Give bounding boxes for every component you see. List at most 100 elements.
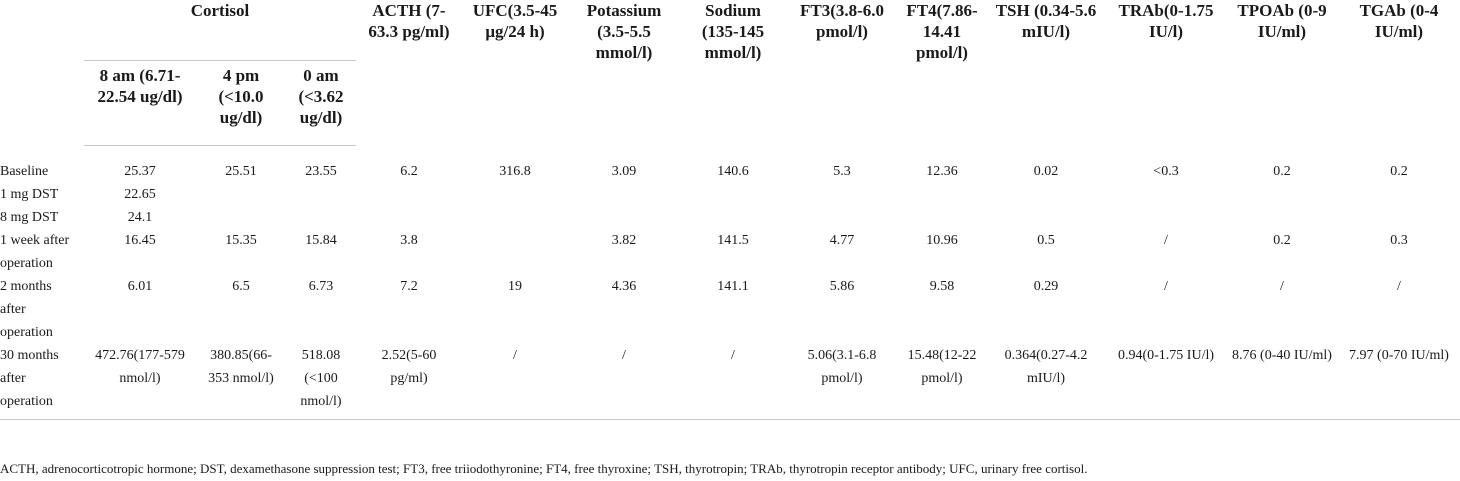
row-label: 1 mg DST: [0, 187, 59, 202]
table-cell: [680, 183, 786, 206]
cortisol-4pm-header: 4 pm (<10.0 ug/dl): [196, 60, 286, 146]
table-cell: 5.3: [833, 163, 851, 179]
table-cell: 4.36: [611, 279, 637, 294]
table-cell: [356, 206, 462, 229]
table-cell: [1106, 206, 1226, 229]
table-cell: 24.1: [127, 210, 153, 225]
table-cell: <0.3: [1153, 163, 1179, 179]
table-cell: [286, 206, 356, 229]
table-cell: [1338, 183, 1460, 206]
table-cell: 3.09: [611, 163, 637, 179]
table-cell: 7.97 (0-70 IU/ml): [1338, 344, 1460, 420]
table-cell: 5.06(3.1-6.8 pmol/l): [786, 344, 898, 420]
table-row: 1 week after operation 16.45 15.35 15.84 3.8…: [0, 229, 1460, 275]
table-cell: [568, 183, 680, 206]
table-cell: 22.65: [124, 187, 156, 202]
table-cell: 3.8: [400, 233, 418, 248]
table-cell: 8.76 (0-40 IU/ml): [1226, 344, 1338, 420]
table-cell: 6.2: [400, 163, 418, 179]
table-cell: /: [1164, 233, 1168, 248]
table-cell: 0.2: [1273, 233, 1291, 248]
table-cell: [286, 183, 356, 206]
table-cell: 25.37: [124, 164, 156, 179]
table-cell: [462, 183, 568, 206]
cortisol-header: Cortisol: [84, 0, 356, 61]
table-cell: 6.73: [308, 279, 334, 294]
table-cell: [1338, 206, 1460, 229]
table-cell: [1226, 183, 1338, 206]
table-cell: 10.96: [926, 233, 958, 248]
table-cell: 0.5: [1037, 233, 1055, 248]
table-cell: 0.364(0.27-4.2 mIU/l): [986, 344, 1106, 420]
table-cell: 316.8: [499, 163, 531, 179]
table-cell: /: [680, 344, 786, 420]
table-cell: 0.02: [1033, 163, 1059, 179]
trab-header: TRAb(0-1.75 IU/l): [1118, 1, 1214, 41]
ft4-header: FT4(7.86-14.41 pmol/l): [906, 1, 978, 62]
table-cell: 472.76(177-579 nmol/l): [84, 344, 196, 420]
row-label: 30 months after operation: [0, 344, 84, 420]
table-cell: [898, 206, 986, 229]
lab-results-table: Cortisol ACTH (7-63.3 pg/ml) UFC(3.5-45 …: [0, 0, 1460, 420]
table-cell: 0.29: [1033, 279, 1059, 294]
table-cell: 5.86: [829, 279, 855, 294]
table-row: 2 months after operation 6.01 6.5 6.73 7.2 19…: [0, 275, 1460, 344]
table-cell: [1106, 183, 1226, 206]
potassium-header: Potassium (3.5-5.5 mmol/l): [586, 1, 662, 62]
table-cell: 9.58: [929, 279, 955, 294]
row-label: 1 week after operation: [0, 233, 70, 271]
table-cell: /: [1397, 279, 1401, 294]
row-label: 2 months after operation: [0, 279, 53, 340]
table-cell: [986, 206, 1106, 229]
table-cell: [462, 229, 568, 275]
table-cell: 7.2: [400, 279, 418, 294]
table-cell: 19: [508, 279, 522, 294]
row-label: Baseline: [0, 163, 49, 179]
sodium-header: Sodium (135-145 mmol/l): [701, 1, 765, 62]
table-cell: 16.45: [124, 233, 156, 248]
table-cell: 6.01: [127, 279, 153, 294]
row-label: 8 mg DST: [0, 210, 59, 225]
table-cell: [1226, 206, 1338, 229]
table-row: 1 mg DST 22.65: [0, 183, 1460, 206]
cortisol-8am-header: 8 am (6.71-22.54 ug/dl): [84, 60, 196, 146]
table-cell: 141.5: [717, 233, 749, 248]
table-row: 8 mg DST 24.1: [0, 206, 1460, 229]
table-cell: 15.35: [225, 233, 257, 248]
table-cell: 0.2: [1273, 163, 1291, 179]
tpoab-header: TPOAb (0-9 IU/ml): [1237, 1, 1327, 41]
table-cell: [196, 206, 286, 229]
table-body: Baseline 25.37 25.51 23.55 6.2 316.8 3.09 140.6…: [0, 146, 1460, 420]
tsh-header: TSH (0.34-5.6 mIU/l): [995, 1, 1097, 41]
table-cell: /: [462, 344, 568, 420]
ft3-header: FT3(3.8-6.0 pmol/l): [799, 1, 885, 41]
table-cell: /: [1164, 279, 1168, 294]
table-cell: [786, 206, 898, 229]
table-cell: 12.36: [926, 163, 958, 179]
table-cell: 4.77: [829, 233, 855, 248]
table-cell: [986, 183, 1106, 206]
table-row: 30 months after operation 472.76(177-579 …: [0, 344, 1460, 420]
table-cell: 0.94(0-1.75 IU/l): [1106, 344, 1226, 420]
table-cell: 518.08 (<100 nmol/l): [286, 344, 356, 420]
table-cell: 2.52(5-60 pg/ml): [356, 344, 462, 420]
table-cell: [898, 183, 986, 206]
tgab-header: TGAb (0-4 IU/ml): [1359, 1, 1439, 41]
table-cell: [462, 206, 568, 229]
ufc-header: UFC(3.5-45 μg/24 h): [472, 1, 558, 41]
table-cell: [568, 206, 680, 229]
acth-header: ACTH (7-63.3 pg/ml): [368, 1, 450, 41]
table-row: Baseline 25.37 25.51 23.55 6.2 316.8 3.09 140.6…: [0, 146, 1460, 184]
table-cell: 140.6: [717, 163, 749, 179]
table-cell: [196, 183, 286, 206]
table-cell: 23.55: [305, 164, 337, 179]
table-cell: 3.82: [611, 233, 637, 248]
table-cell: [786, 183, 898, 206]
table-footnote: ACTH, adrenocorticotropic hormone; DST, …: [0, 461, 1088, 476]
table-cell: 0.2: [1390, 163, 1408, 179]
table-cell: 380.85(66-353 nmol/l): [196, 344, 286, 420]
table-cell: 15.84: [305, 233, 337, 248]
table-cell: 141.1: [717, 279, 749, 294]
table-cell: [680, 206, 786, 229]
table-cell: /: [1280, 279, 1284, 294]
